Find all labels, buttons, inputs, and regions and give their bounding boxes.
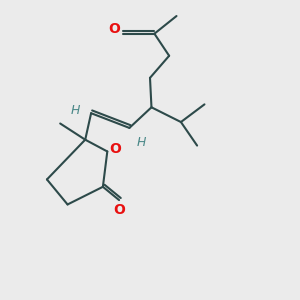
Text: O: O [113,203,125,218]
Text: H: H [71,104,80,117]
Text: O: O [109,22,121,36]
Text: H: H [137,136,146,148]
Text: O: O [110,142,122,155]
